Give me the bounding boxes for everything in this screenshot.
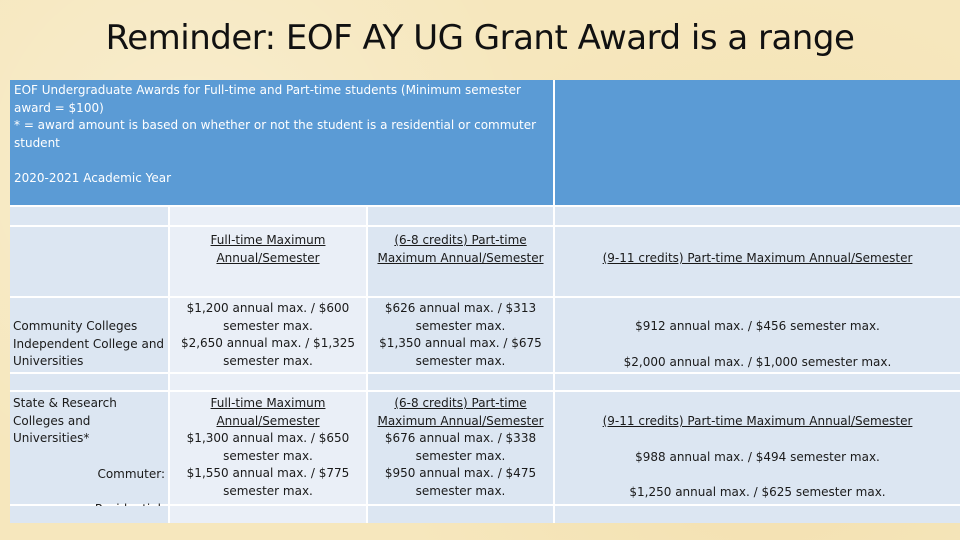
state-pt68-header: (6-8 credits) Part-time Maximum Annual/S… [377, 396, 544, 428]
col-header-pt-6-8-text: (6-8 credits) Part-time Maximum Annual/S… [377, 233, 544, 265]
band-row-1a [10, 207, 168, 225]
community-fulltime-cell: $1,200 annual max. / $600 semester max. … [170, 298, 366, 372]
community-ft-ind: $2,650 annual max. / $1,325 semester max… [180, 336, 356, 368]
col-header-blank [10, 227, 168, 296]
band-row-2a [10, 374, 168, 390]
state-pt911-commuter: $988 annual max. / $494 semester max. [635, 449, 880, 464]
commuter-label: Commuter: [97, 466, 165, 481]
state-ft-residential: $1,550 annual max. / $775 semester max. [186, 466, 350, 498]
community-pt911-cell: $912 annual max. / $456 semester max. $2… [555, 298, 960, 372]
state-ft-header: Full-time Maximum Annual/Semester [210, 396, 326, 428]
band-row-3c [368, 506, 553, 523]
band-row-3b [170, 506, 366, 523]
community-pt68-cc: $626 annual max. / $313 semester max. [384, 301, 537, 333]
state-label: State & Research Colleges and Universiti… [13, 396, 117, 445]
header-note-line2: * = award amount is based on whether or … [14, 118, 537, 150]
academic-year: 2020-2021 Academic Year [14, 171, 172, 185]
state-pt68-residential: $950 annual max. / $475 semester max. [384, 466, 537, 498]
community-pt911-ind: $2,000 annual max. / $1,000 semester max… [623, 354, 892, 369]
col-header-pt-9-11: (9-11 credits) Part-time Maximum Annual/… [555, 227, 960, 296]
community-ft-cc: $1,200 annual max. / $600 semester max. [186, 301, 350, 333]
band-row-1d [555, 207, 960, 225]
col-header-pt-6-8: (6-8 credits) Part-time Maximum Annual/S… [368, 227, 553, 296]
state-ft-commuter: $1,300 annual max. / $650 semester max. [186, 431, 350, 463]
header-note-cell: EOF Undergraduate Awards for Full-time a… [10, 80, 553, 205]
band-row-3d [555, 506, 960, 523]
band-row-1b [170, 207, 366, 225]
state-pt68-commuter: $676 annual max. / $338 semester max. [384, 431, 537, 463]
community-pt68-ind: $1,350 annual max. / $675 semester max. [379, 336, 542, 368]
header-blank-cell [555, 80, 960, 205]
page-title: Reminder: EOF AY UG Grant Award is a ran… [105, 18, 855, 58]
community-label: Community Colleges Independent College a… [13, 319, 165, 368]
awards-table: EOF Undergraduate Awards for Full-time a… [10, 80, 960, 523]
col-header-fulltime-text: Full-time Maximum Annual/Semester [210, 233, 326, 265]
header-note-line1: EOF Undergraduate Awards for Full-time a… [14, 83, 521, 115]
band-row-2d [555, 374, 960, 390]
state-pt911-residential: $1,250 annual max. / $625 semester max. [629, 485, 886, 499]
band-row-2c [368, 374, 553, 390]
community-pt68-cell: $626 annual max. / $313 semester max. $1… [368, 298, 553, 372]
state-fulltime-cell: Full-time Maximum Annual/Semester $1,300… [170, 392, 366, 504]
band-row-2b [170, 374, 366, 390]
band-row-1c [368, 207, 553, 225]
state-label-cell: State & Research Colleges and Universiti… [10, 392, 168, 516]
state-pt911-header: (9-11 credits) Part-time Maximum Annual/… [602, 414, 913, 428]
col-header-pt-9-11-text: (9-11 credits) Part-time Maximum Annual/… [602, 251, 913, 265]
state-pt68-cell: (6-8 credits) Part-time Maximum Annual/S… [368, 392, 553, 504]
state-pt911-cell: (9-11 credits) Part-time Maximum Annual/… [555, 392, 960, 504]
community-pt911-cc: $912 annual max. / $456 semester max. [635, 319, 880, 333]
community-label-cell: Community Colleges Independent College a… [10, 298, 168, 372]
col-header-fulltime: Full-time Maximum Annual/Semester [170, 227, 366, 296]
band-row-3a [10, 506, 168, 523]
